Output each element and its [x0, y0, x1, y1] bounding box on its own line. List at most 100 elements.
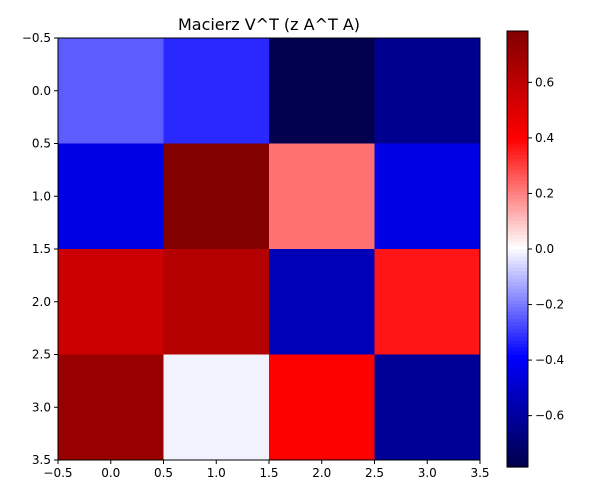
x-tick-label: 0.5: [154, 466, 173, 480]
colorbar-segment: [507, 140, 528, 145]
heatmap-cell-r3-c1: [163, 354, 270, 461]
x-tick-label: 3.5: [470, 466, 489, 480]
colorbar-segment: [507, 176, 528, 181]
heatmap-cell-r1-c3: [374, 143, 481, 250]
x-tick-label: 2.5: [365, 466, 384, 480]
colorbar-segment: [507, 267, 528, 272]
colorbar-segment: [507, 401, 528, 406]
colorbar-segment: [507, 125, 528, 130]
colorbar-segment: [507, 78, 528, 83]
colorbar-segment: [507, 394, 528, 399]
colorbar-segment: [507, 165, 528, 170]
colorbar-segment: [507, 372, 528, 377]
colorbar-tick-label: −0.4: [535, 353, 564, 367]
heatmap-cell-r3-c3: [374, 354, 481, 461]
colorbar-segment: [507, 179, 528, 185]
heatmap-cell-r0-c2: [269, 38, 375, 144]
colorbar-segment: [507, 31, 528, 36]
y-tick-label: 1.5: [32, 242, 51, 256]
y-tick-label: 2.0: [32, 295, 51, 309]
colorbar-segment: [507, 368, 528, 374]
colorbar-segment: [507, 194, 528, 199]
colorbar-segment: [507, 358, 528, 363]
colorbar-segment: [507, 408, 528, 414]
colorbar-segment: [507, 249, 528, 254]
x-tick-label: 3.0: [418, 466, 437, 480]
colorbar-segment: [507, 448, 528, 454]
colorbar-segment: [507, 70, 528, 76]
colorbar-segment: [507, 292, 528, 297]
colorbar-segment: [507, 103, 528, 108]
colorbar-segment: [507, 325, 528, 330]
colorbar-segment: [507, 310, 528, 315]
heatmap-cell-r1-c0: [58, 143, 164, 250]
colorbar-segment: [507, 430, 528, 435]
colorbar-segment: [507, 416, 528, 421]
x-tick-label: 0.0: [101, 466, 120, 480]
colorbar-segment: [507, 397, 528, 403]
colorbar-segment: [507, 445, 528, 450]
colorbar-segment: [507, 187, 528, 192]
colorbar-segment: [507, 336, 528, 341]
colorbar-segment: [507, 230, 528, 236]
colorbar-tick-label: 0.2: [535, 186, 554, 200]
y-tick-label: 0.5: [32, 137, 51, 151]
colorbar-segment: [507, 419, 528, 424]
heatmap-cell-r2-c2: [269, 249, 375, 355]
colorbar-segment: [507, 96, 528, 101]
colorbar-segment: [507, 423, 528, 428]
heatmap-cell-r2-c1: [163, 249, 270, 355]
colorbar-segment: [507, 147, 528, 152]
colorbar-segment: [507, 110, 528, 116]
colorbar-segment: [507, 56, 528, 61]
colorbar-segment: [507, 201, 528, 206]
colorbar-segment: [507, 347, 528, 352]
colorbar-segment: [507, 459, 528, 464]
colorbar-segment: [507, 158, 528, 163]
colorbar-segment: [507, 383, 528, 388]
colorbar-segment: [507, 216, 528, 221]
colorbar-segment: [507, 169, 528, 174]
colorbar-segment: [507, 81, 528, 87]
colorbar-segment: [507, 100, 528, 105]
colorbar-segment: [507, 296, 528, 301]
colorbar-segment: [507, 303, 528, 308]
colorbar-tick-label: 0.4: [535, 131, 554, 145]
colorbar-segment: [507, 34, 528, 39]
colorbar-segment: [507, 318, 528, 323]
colorbar-segment: [507, 74, 528, 79]
colorbar-segment: [507, 172, 528, 177]
colorbar-segment: [507, 256, 528, 261]
colorbar-tick-label: 0.6: [535, 75, 554, 89]
x-axis: −0.5 0.0 0.5 1.0 1.5 2.0 2.5 3.0 3.5: [43, 460, 490, 480]
colorbar-tick-label: 0.0: [535, 242, 554, 256]
colorbar-segment: [507, 343, 528, 348]
colorbar-segment: [507, 390, 528, 395]
colorbar-segment: [507, 412, 528, 417]
colorbar-segment: [507, 452, 528, 457]
heatmap-cell-r3-c2: [269, 354, 375, 461]
colorbar-segment: [507, 161, 528, 167]
colorbar-segment: [507, 376, 528, 381]
colorbar-segment: [507, 129, 528, 134]
colorbar-segment: [507, 288, 528, 294]
colorbar-segment: [507, 219, 528, 225]
chart-title: Macierz V^T (z A^T A): [178, 15, 360, 34]
colorbar-segment: [507, 67, 528, 72]
colorbar-segment: [507, 154, 528, 159]
y-tick-label: 3.0: [32, 400, 51, 414]
colorbar-segment: [507, 405, 528, 410]
x-tick-label: 1.5: [259, 466, 278, 480]
x-tick-label: 2.0: [312, 466, 331, 480]
heatmap-cell-r0-c3: [374, 38, 481, 144]
y-tick-label: 2.5: [32, 348, 51, 362]
colorbar-segment: [507, 354, 528, 359]
colorbar-segment: [507, 205, 528, 210]
colorbar-segment: [507, 132, 528, 137]
y-tick-label: 1.0: [32, 189, 51, 203]
colorbar-segment: [507, 259, 528, 265]
colorbar-segment: [507, 241, 528, 246]
colorbar-segment: [507, 49, 528, 54]
